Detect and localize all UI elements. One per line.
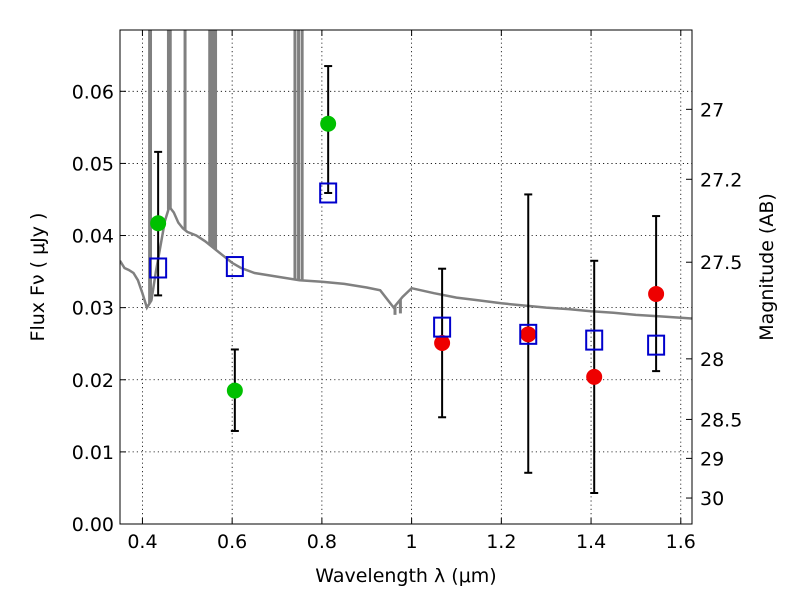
red-point [648,285,665,302]
data-markers [149,115,666,399]
red-point [520,326,537,343]
y2-axis-label: Magnitude (AB) [756,193,778,341]
red-point [586,368,603,385]
blue-square-point [149,257,168,279]
x-tick-label: 1.6 [666,531,696,553]
y-tick-label: 0.03 [72,298,114,320]
y2-tick-label: 28 [700,349,724,371]
blue-square-point [433,316,452,338]
x-tick-label: 1.2 [486,531,516,553]
y-axis-label: Flux Fν ( μJy ) [27,213,49,342]
y-tick-label: 0.00 [72,514,114,536]
y2-tick-label: 27.5 [700,252,742,274]
green-point [150,215,167,232]
blue-square-point [585,329,604,351]
y2-tick-label: 28.5 [700,409,742,431]
grid [120,30,692,525]
model-spectrum-line [120,204,692,320]
y-tick-label: 0.02 [72,370,114,392]
error-bars [154,65,661,494]
y2-tick-label: 29 [700,448,724,470]
green-point [320,115,337,132]
y2-tick-label: 27.2 [700,169,742,191]
blue-square-point [647,334,666,356]
x-axis-label: Wavelength λ (μm) [315,565,496,587]
x-tick-label: 0.8 [307,531,337,553]
y-tick-label: 0.05 [72,153,114,175]
y2-tick-label: 27 [700,99,724,121]
plot-frame [119,29,693,525]
blue-square-point [519,323,538,345]
x-tick-label: 1 [406,531,418,553]
x-tick-label: 0.6 [217,531,247,553]
x-tick-label: 0.4 [127,531,157,553]
y2-tick-label: 30 [700,488,724,510]
model-spectrum [120,30,692,320]
blue-square-point [225,256,244,278]
y-tick-label: 0.04 [72,226,114,248]
blue-square-point [319,182,338,204]
green-point [226,382,243,399]
y-tick-label: 0.01 [72,442,114,464]
x-tick-label: 1.4 [576,531,606,553]
y-tick-label: 0.06 [72,81,114,103]
red-point [434,334,451,351]
axes: 0.4 0.6 0.8 1 1.2 1.4 1.6 0.00 0.01 0.02 0.03 0.04 0… [72,30,742,553]
